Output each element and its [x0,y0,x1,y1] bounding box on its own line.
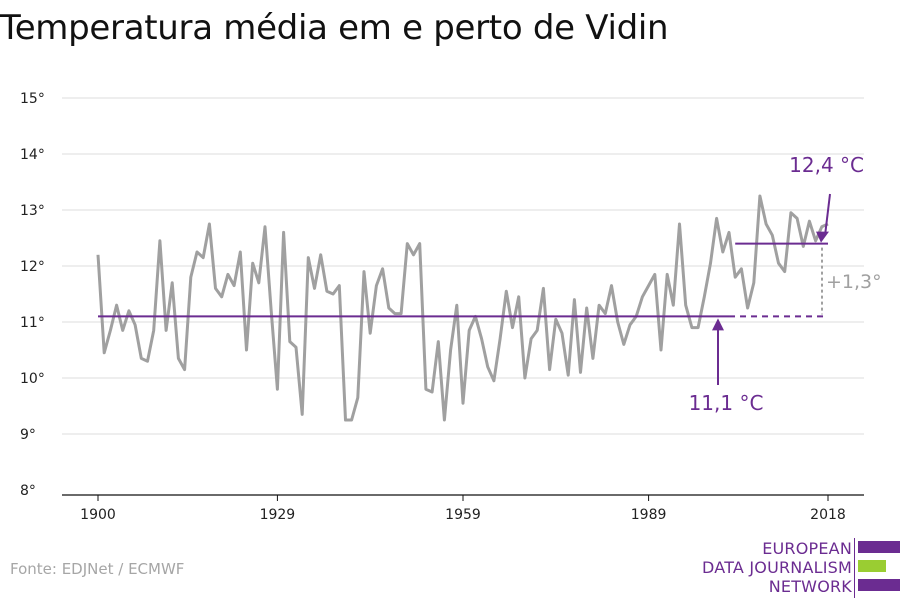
y-tick-label: 12° [20,259,45,275]
logo-bar-purple-top [858,541,900,553]
x-tick-label: 2018 [810,507,846,523]
logo-line-2: DATA JOURNALISM [702,558,852,577]
arrow-head-recent [816,231,829,243]
delta-label: +1,3° [826,271,882,293]
arrow-shaft-recent [824,193,831,236]
y-tick-label: 10° [20,371,45,387]
arrow-head-baseline [712,318,724,331]
chart-title: Temperatura média em e perto de Vidin [0,8,669,48]
x-tick-label: 1959 [445,507,481,523]
y-tick-label: 11° [20,315,45,331]
annotations: +1,3° 12,4 °C 11,1 °C [98,153,882,415]
y-tick-label: 9° [20,427,36,443]
y-tick-label: 15° [20,91,45,107]
edjnet-logo: EUROPEAN DATA JOURNALISM NETWORK [700,538,900,598]
y-tick-label: 8° [20,483,36,499]
y-tick-label: 13° [20,203,45,219]
annotation-baseline-average: 11,1 °C [689,391,764,415]
annotation-recent-average: 12,4 °C [789,153,864,177]
y-axis-ticks: 8° 9° 10° 11° 12° 13° 14° 15° [20,91,45,499]
logo-bar-purple-bottom [858,579,900,591]
x-axis-ticks: 1900 1929 1959 1989 2018 [80,495,846,523]
x-tick-label: 1989 [631,507,667,523]
temperature-line [96,194,829,422]
x-tick-label: 1900 [80,507,116,523]
y-tick-label: 14° [20,147,45,163]
series-group [96,194,829,422]
logo-line-3: NETWORK [768,577,852,596]
logo-divider [854,538,855,598]
logo-bar-green [858,560,886,572]
logo-line-1: EUROPEAN [762,539,852,558]
grid [62,97,864,435]
source-note: Fonte: EDJNet / ECMWF [10,560,185,578]
x-tick-label: 1929 [260,507,296,523]
